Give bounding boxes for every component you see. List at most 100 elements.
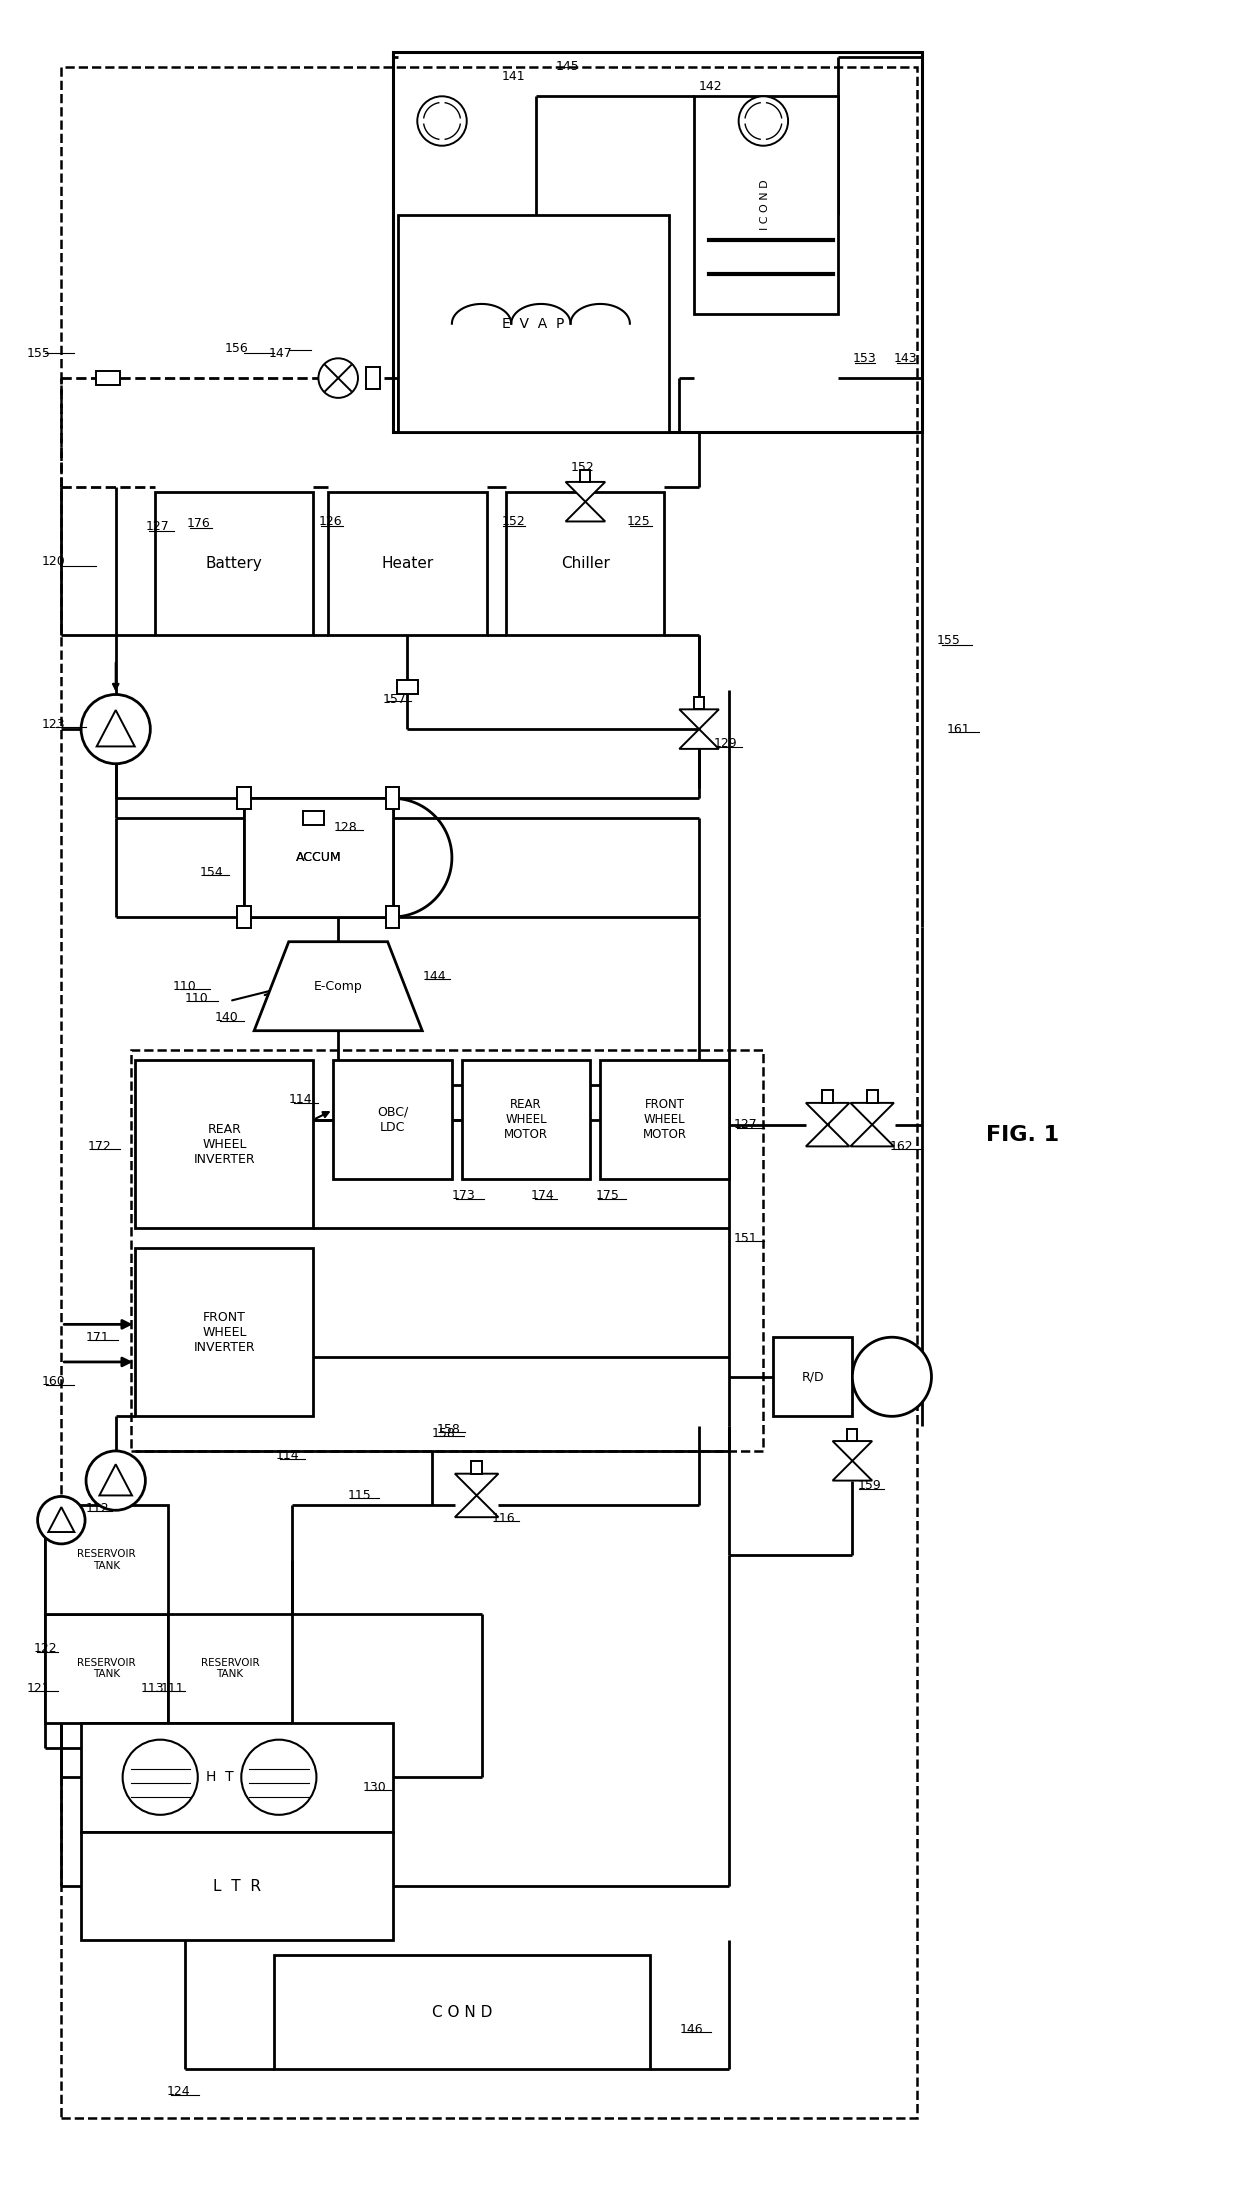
Text: 152: 152 (501, 516, 525, 529)
Polygon shape (806, 1125, 849, 1147)
Text: FIG. 1: FIG. 1 (986, 1125, 1059, 1145)
Circle shape (319, 358, 358, 398)
Text: 110: 110 (185, 992, 208, 1005)
Text: 128: 128 (334, 822, 357, 835)
Text: 156: 156 (224, 341, 248, 354)
Bar (600, 1060, 729, 1180)
Bar (130, 1051, 764, 1451)
Polygon shape (455, 1495, 498, 1516)
Bar (135, 1248, 314, 1416)
Polygon shape (832, 1442, 872, 1462)
Text: 158: 158 (436, 1422, 461, 1436)
Bar (303, 811, 325, 826)
Text: REAR
WHEEL
INVERTER: REAR WHEEL INVERTER (193, 1123, 255, 1167)
Text: 110: 110 (174, 979, 197, 992)
Bar (847, 1429, 857, 1442)
Circle shape (242, 1739, 316, 1816)
Bar (774, 1337, 852, 1416)
Text: E-Comp: E-Comp (314, 979, 362, 992)
Text: C O N D: C O N D (432, 2004, 492, 2019)
Bar (155, 492, 314, 636)
Text: 161: 161 (946, 723, 970, 736)
Bar (694, 697, 704, 710)
Text: FRONT
WHEEL
INVERTER: FRONT WHEEL INVERTER (193, 1311, 255, 1355)
Text: 173: 173 (451, 1189, 476, 1202)
Text: 144: 144 (423, 970, 446, 983)
Polygon shape (851, 1103, 894, 1125)
Polygon shape (680, 730, 719, 749)
Text: 111: 111 (160, 1682, 184, 1696)
Text: 155: 155 (27, 347, 51, 361)
Text: FRONT
WHEEL
MOTOR: FRONT WHEEL MOTOR (642, 1099, 687, 1141)
Bar (244, 798, 393, 918)
Polygon shape (806, 1103, 849, 1125)
Polygon shape (455, 1473, 498, 1495)
Bar (461, 1060, 590, 1180)
Text: 145: 145 (556, 61, 579, 72)
Text: H  T  R: H T R (206, 1770, 253, 1785)
Bar (237, 907, 252, 929)
Polygon shape (565, 483, 605, 503)
Text: 162: 162 (890, 1141, 914, 1154)
Text: 155: 155 (936, 634, 960, 647)
Text: 124: 124 (167, 2084, 191, 2098)
Bar (386, 907, 399, 929)
Text: 130: 130 (363, 1781, 387, 1794)
Bar (366, 367, 379, 389)
Circle shape (37, 1497, 86, 1545)
Bar (329, 492, 486, 636)
Circle shape (852, 1337, 931, 1416)
Circle shape (86, 1451, 145, 1510)
Polygon shape (832, 1462, 872, 1481)
Text: 143: 143 (894, 352, 918, 365)
Text: 146: 146 (680, 2023, 703, 2036)
Text: 154: 154 (200, 865, 223, 878)
Circle shape (123, 1739, 198, 1816)
Text: 176: 176 (187, 518, 211, 531)
Bar (398, 214, 670, 433)
Bar (244, 798, 393, 918)
Polygon shape (680, 710, 719, 730)
Bar (274, 1956, 650, 2069)
Text: R/D: R/D (801, 1370, 825, 1383)
Text: 142: 142 (699, 81, 723, 94)
Text: 115: 115 (348, 1488, 372, 1501)
Bar (867, 1090, 878, 1103)
Text: ACCUM: ACCUM (295, 852, 341, 863)
Bar (506, 492, 665, 636)
Text: REAR
WHEEL
MOTOR: REAR WHEEL MOTOR (505, 1099, 548, 1141)
Text: 114: 114 (275, 1449, 300, 1462)
Text: 121: 121 (27, 1682, 51, 1696)
Text: 147: 147 (269, 347, 293, 361)
Text: ACCUM: ACCUM (295, 852, 341, 863)
Text: Battery: Battery (206, 555, 263, 570)
Text: 157: 157 (383, 693, 407, 706)
Circle shape (81, 695, 150, 765)
Text: 159: 159 (857, 1479, 882, 1492)
Bar (45, 1615, 169, 1722)
Text: 116: 116 (491, 1512, 515, 1525)
Bar (393, 52, 921, 433)
Polygon shape (254, 942, 423, 1031)
Bar (81, 1831, 393, 1940)
Text: 172: 172 (88, 1141, 112, 1154)
Text: 127: 127 (734, 1119, 758, 1132)
Text: 112: 112 (86, 1501, 109, 1514)
Bar (471, 1460, 482, 1473)
Polygon shape (48, 1508, 74, 1532)
Bar (81, 1722, 393, 1831)
Bar (45, 1505, 169, 1615)
Text: 152: 152 (570, 461, 594, 474)
Bar (386, 787, 399, 808)
Circle shape (418, 96, 466, 146)
Bar (237, 787, 252, 808)
Bar (397, 680, 418, 693)
Text: RESERVOIR
TANK: RESERVOIR TANK (77, 1658, 135, 1680)
Text: 140: 140 (215, 1012, 238, 1025)
Text: L  T  R: L T R (213, 1879, 260, 1894)
Bar (61, 66, 916, 2119)
Polygon shape (97, 710, 135, 747)
Text: 120: 120 (42, 555, 66, 568)
Polygon shape (99, 1464, 131, 1495)
Text: 151: 151 (734, 1232, 758, 1245)
